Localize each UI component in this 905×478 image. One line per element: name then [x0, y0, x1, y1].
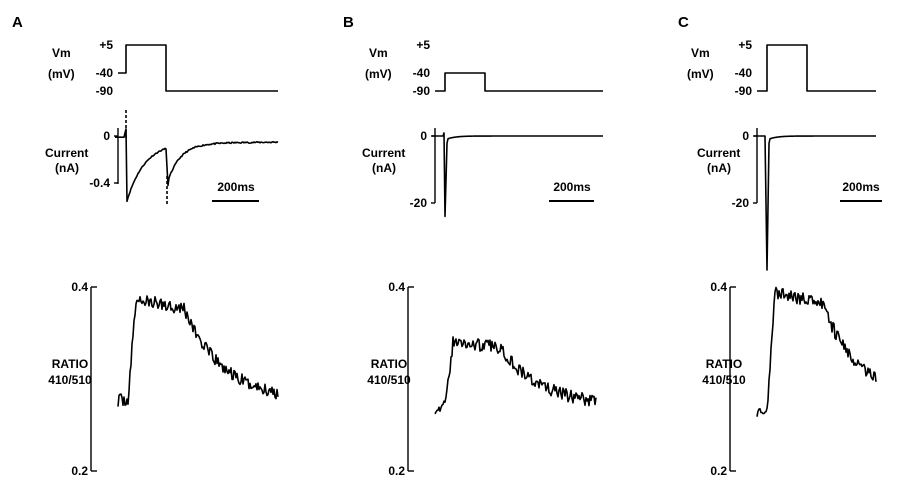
- ratio-tick: 0.4: [388, 280, 405, 294]
- vm-tick: -90: [96, 84, 114, 98]
- vm-tick: +5: [738, 38, 752, 52]
- time-scale-label: 200ms: [217, 180, 255, 194]
- ratio-label: RATIO: [706, 357, 742, 371]
- current-tick: 0: [420, 129, 427, 143]
- ratio-label: RATIO: [52, 357, 88, 371]
- ratio-trace: [117, 295, 279, 407]
- current-unit: (nA): [55, 161, 79, 175]
- panel-label-b: B: [343, 14, 354, 31]
- panel-a: A Vm (mV) +5 -40 -90 Current(nA) 0 -0.4 200ms 0.4 0…: [12, 14, 279, 478]
- voltage-protocol-trace: [118, 44, 278, 92]
- vm-label: Vm: [691, 46, 710, 60]
- vm-label: Vm: [369, 46, 388, 60]
- ratio-label-2: 410/510: [367, 373, 411, 387]
- panel-c: C Vm (mV) +5 -40 -90 Current(nA) 0 -20 200ms 0.4 0.…: [678, 14, 882, 478]
- panel-label-a: A: [12, 14, 23, 31]
- time-scale-label: 200ms: [842, 180, 880, 194]
- current-tick: -0.4: [89, 176, 110, 190]
- vm-unit: (mV): [687, 67, 714, 81]
- ratio-tick: 0.4: [710, 280, 727, 294]
- current-unit: (nA): [372, 161, 396, 175]
- voltage-protocol-trace: [435, 72, 603, 92]
- vm-tick: +5: [99, 38, 113, 52]
- current-trace: [754, 135, 876, 271]
- current-tick: 0: [742, 129, 749, 143]
- vm-label: Vm: [52, 46, 71, 60]
- current-label: Current: [697, 146, 740, 160]
- vm-tick: -40: [413, 66, 431, 80]
- current-label: Current: [45, 146, 88, 160]
- current-tick: 0: [103, 129, 110, 143]
- ratio-tick: 0.2: [710, 464, 727, 478]
- current-trace: [115, 128, 279, 203]
- ratio-label-2: 410/510: [48, 373, 92, 387]
- ratio-trace: [756, 286, 877, 417]
- voltage-protocol-trace: [757, 44, 876, 92]
- ratio-label: RATIO: [371, 357, 407, 371]
- panel-b: B Vm (mV) +5 -40 -90 Current(nA) 0 -20 200ms 0.4 0.…: [343, 14, 603, 478]
- time-scale-label: 200ms: [553, 180, 591, 194]
- ratio-trace: [434, 336, 597, 415]
- vm-tick: +5: [416, 38, 430, 52]
- current-unit: (nA): [707, 161, 731, 175]
- vm-unit: (mV): [365, 67, 392, 81]
- ratio-tick: 0.2: [388, 464, 405, 478]
- vm-tick: -40: [96, 66, 114, 80]
- current-tick: -20: [732, 196, 750, 210]
- panel-label-c: C: [678, 14, 689, 31]
- vm-unit: (mV): [48, 67, 75, 81]
- current-tick: -20: [410, 196, 428, 210]
- ratio-label-2: 410/510: [702, 373, 746, 387]
- ratio-tick: 0.2: [71, 464, 88, 478]
- vm-tick: -90: [413, 84, 431, 98]
- vm-tick: -90: [735, 84, 753, 98]
- ratio-tick: 0.4: [71, 280, 88, 294]
- current-label: Current: [362, 146, 405, 160]
- vm-tick: -40: [735, 66, 753, 80]
- current-trace: [432, 132, 603, 218]
